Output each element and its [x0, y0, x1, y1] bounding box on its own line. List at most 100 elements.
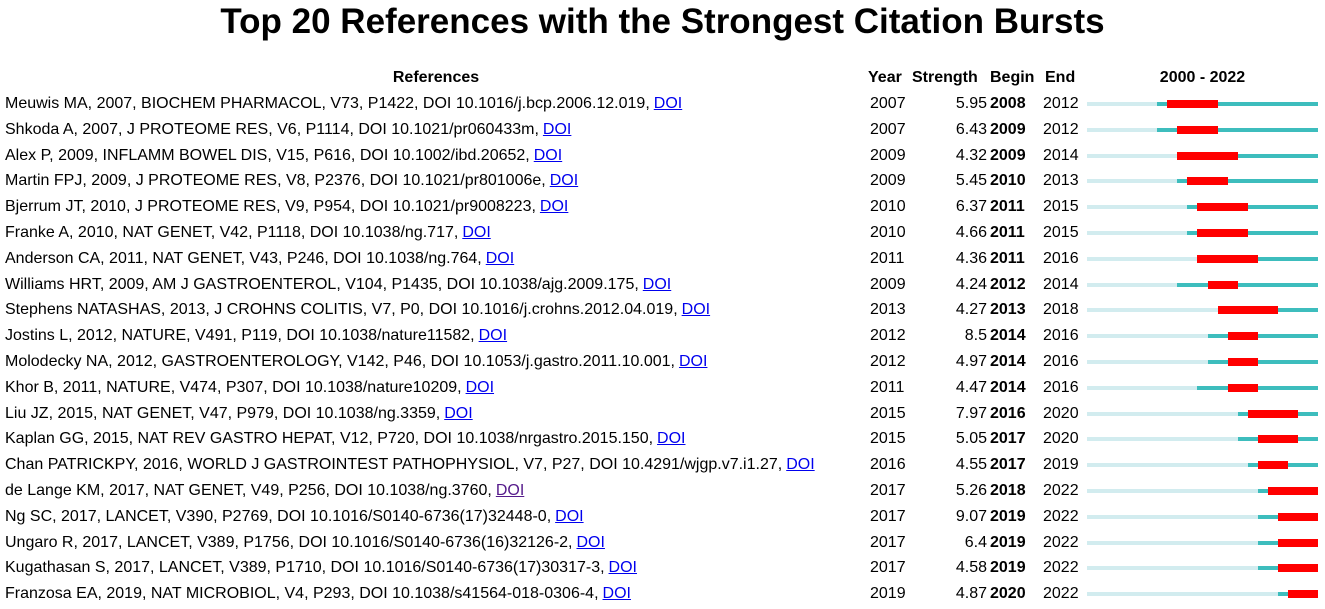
reference: Anderson CA, 2011, NAT GENET, V43, P246,…	[5, 249, 867, 269]
end: 2016	[1043, 378, 1079, 396]
doi-link[interactable]: DOI	[555, 507, 584, 525]
header-timeline: 2000 - 2022	[1159, 69, 1246, 86]
doi-link[interactable]: DOI	[576, 533, 605, 551]
reference: Ungaro R, 2017, LANCET, V389, P1756, DOI…	[5, 533, 867, 553]
end: 2022	[1043, 507, 1079, 525]
doi-link[interactable]: DOI	[542, 120, 572, 138]
strength: 5.45	[955, 172, 987, 190]
doi-link[interactable]: DOI	[478, 327, 508, 345]
strength: 5.95	[955, 95, 987, 112]
doi-link[interactable]: DOI	[602, 585, 631, 603]
doi-link[interactable]: DOI	[533, 146, 563, 164]
timeline-before	[1087, 463, 1248, 468]
timeline-before	[1087, 514, 1258, 519]
year: 2011	[870, 249, 905, 267]
burst-bar	[1227, 383, 1258, 392]
reference: Molodecky NA, 2012, GASTROENTEROLOGY, V1…	[5, 352, 867, 372]
begin: 2009	[990, 146, 1026, 164]
strength: 6.43	[955, 120, 987, 138]
reference-text: Ungaro R, 2017, LANCET, V389, P1756, DOI…	[5, 533, 573, 551]
end: 2020	[1043, 404, 1079, 422]
doi-link[interactable]: DOI	[657, 430, 686, 448]
year: 2017	[870, 507, 906, 525]
strength: 5.05	[955, 430, 987, 448]
timeline-after	[1157, 127, 1318, 132]
reference-text: Chan PATRICKPY, 2016, WORLD J GASTROINTE…	[5, 456, 783, 474]
reference: Kugathasan S, 2017, LANCET, V389, P1710,…	[5, 558, 867, 578]
strength: 7.97	[955, 404, 987, 422]
timeline-before	[1087, 179, 1178, 184]
year: 2012	[870, 353, 906, 370]
end: 2020	[1043, 430, 1079, 448]
timeline-before	[1087, 308, 1218, 313]
timeline-before	[1087, 256, 1198, 261]
header-strength: Strength	[912, 69, 978, 86]
doi-link[interactable]: DOI	[608, 559, 637, 577]
strength: 6.37	[955, 198, 987, 216]
timeline-before	[1087, 540, 1258, 545]
begin: 2011	[990, 224, 1025, 241]
year: 2010	[870, 198, 906, 216]
begin: 2008	[990, 95, 1026, 112]
reference-text: Anderson CA, 2011, NAT GENET, V43, P246,…	[5, 249, 482, 267]
reference-text: Franzosa EA, 2019, NAT MICROBIOL, V4, P2…	[5, 585, 599, 603]
doi-link[interactable]: DOI	[462, 224, 491, 241]
doi-link[interactable]: DOI	[495, 482, 525, 499]
reference-text: Meuwis MA, 2007, BIOCHEM PHARMACOL, V73,…	[5, 95, 650, 112]
end: 2016	[1043, 249, 1079, 267]
reference-text: Bjerrum JT, 2010, J PROTEOME RES, V9, P9…	[5, 198, 536, 216]
timeline-before	[1087, 102, 1158, 106]
burst-bar	[1227, 358, 1258, 366]
timeline-before	[1087, 205, 1188, 210]
strength: 5.26	[955, 482, 987, 499]
begin: 2012	[990, 275, 1026, 293]
year: 2016	[870, 456, 906, 474]
timeline-after	[1177, 282, 1318, 287]
timeline-after	[1187, 231, 1318, 235]
doi-link[interactable]: DOI	[485, 249, 515, 267]
burst-bar	[1267, 487, 1318, 495]
end: 2012	[1043, 95, 1079, 112]
strength: 4.66	[955, 224, 987, 241]
burst-bar	[1257, 435, 1298, 444]
begin: 2011	[990, 249, 1025, 267]
year: 2007	[870, 95, 906, 112]
begin: 2020	[990, 585, 1026, 603]
doi-link[interactable]: DOI	[678, 353, 708, 370]
doi-link[interactable]: DOI	[444, 404, 473, 422]
doi-link[interactable]: DOI	[786, 456, 815, 474]
timeline-after	[1187, 205, 1318, 210]
reference: Bjerrum JT, 2010, J PROTEOME RES, V9, P9…	[5, 197, 867, 217]
reference-text: Liu JZ, 2015, NAT GENET, V47, P979, DOI …	[5, 404, 441, 422]
burst-bar	[1277, 512, 1318, 521]
timeline-after	[1207, 334, 1318, 339]
reference-text: de Lange KM, 2017, NAT GENET, V49, P256,…	[5, 482, 492, 499]
reference: Franzosa EA, 2019, NAT MICROBIOL, V4, P2…	[5, 584, 867, 604]
strength: 4.47	[955, 378, 987, 396]
end: 2016	[1043, 327, 1079, 345]
reference-text: Shkoda A, 2007, J PROTEOME RES, V6, P111…	[5, 120, 539, 138]
doi-link[interactable]: DOI	[681, 301, 711, 319]
begin: 2019	[990, 507, 1026, 525]
reference-text: Kugathasan S, 2017, LANCET, V389, P1710,…	[5, 559, 605, 577]
reference: Alex P, 2009, INFLAMM BOWEL DIS, V15, P6…	[5, 146, 867, 166]
strength: 4.27	[955, 301, 987, 319]
doi-link[interactable]: DOI	[549, 172, 579, 190]
begin: 2011	[990, 198, 1025, 216]
doi-link[interactable]: DOI	[539, 198, 569, 216]
doi-link[interactable]: DOI	[642, 275, 672, 293]
reference: Shkoda A, 2007, J PROTEOME RES, V6, P111…	[5, 120, 867, 140]
end: 2022	[1043, 585, 1079, 603]
title: Top 20 References with the Strongest Cit…	[220, 2, 1105, 41]
reference: Meuwis MA, 2007, BIOCHEM PHARMACOL, V73,…	[5, 94, 867, 114]
reference: de Lange KM, 2017, NAT GENET, V49, P256,…	[5, 481, 867, 501]
timeline-after	[1177, 179, 1318, 184]
begin: 2019	[990, 533, 1026, 551]
burst-bar	[1207, 280, 1238, 289]
strength: 4.87	[955, 585, 987, 603]
end: 2014	[1043, 275, 1079, 293]
header-begin: Begin	[990, 69, 1035, 86]
doi-link[interactable]: DOI	[653, 95, 683, 112]
doi-link[interactable]: DOI	[465, 378, 495, 396]
year: 2013	[870, 301, 906, 319]
